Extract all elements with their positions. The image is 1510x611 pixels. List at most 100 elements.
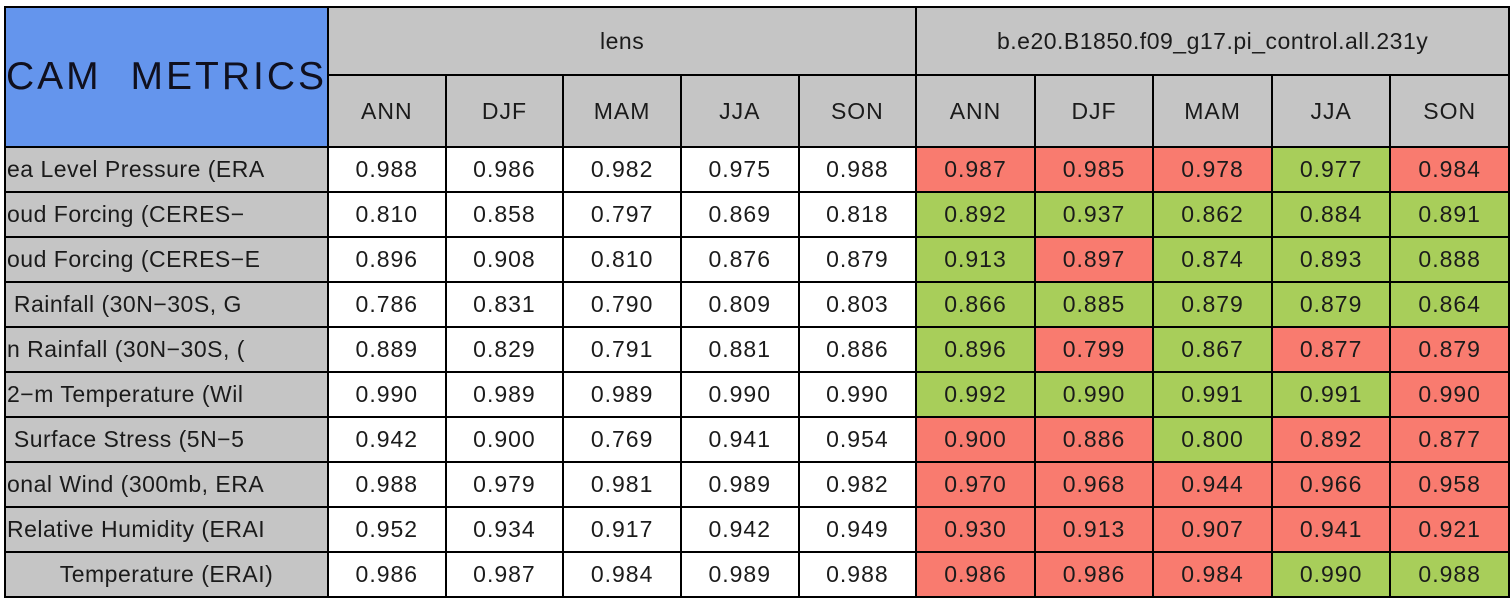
lens-value-cell: 0.942 — [679, 506, 800, 553]
control-value-cell-red: 0.970 — [915, 461, 1036, 508]
control-value-cell-red: 0.978 — [1152, 146, 1273, 193]
group-header-lens: lens — [326, 6, 918, 76]
control-value-cell-green: 0.977 — [1270, 146, 1392, 193]
table-row: Rainfall (30N−30S, G 0.786 0.831 0.790 0.809… — [4, 281, 1510, 328]
control-value-cell-green: 0.913 — [915, 236, 1036, 283]
lens-value-cell: 0.989 — [562, 371, 682, 418]
control-value-cell-green: 0.879 — [1152, 281, 1273, 328]
control-value-cell-red: 0.892 — [1270, 416, 1392, 463]
control-value-cell-green: 0.885 — [1033, 281, 1155, 328]
row-label: Surface Stress (5N−5 — [4, 416, 329, 463]
control-value-cell-red: 0.990 — [1389, 371, 1510, 418]
row-label: onal Wind (300mb, ERA — [4, 461, 329, 508]
table-row: onal Wind (300mb, ERA 0.988 0.979 0.981 0.98… — [4, 461, 1510, 508]
control-value-cell-green: 0.866 — [915, 281, 1036, 328]
season-header-mam-group2: MAM — [1152, 74, 1273, 148]
lens-value-cell: 0.988 — [797, 551, 918, 598]
row-label: oud Forcing (CERES−E — [4, 236, 329, 283]
group-header-pi-control: b.e20.B1850.f09_g17.pi_control.all.231y — [915, 6, 1510, 76]
lens-value-cell: 0.917 — [562, 506, 682, 553]
lens-value-cell: 0.879 — [797, 236, 918, 283]
lens-value-cell: 0.989 — [444, 371, 565, 418]
lens-value-cell: 0.990 — [797, 371, 918, 418]
control-value-cell-green: 0.874 — [1152, 236, 1273, 283]
lens-value-cell: 0.982 — [562, 146, 682, 193]
control-value-cell-green: 0.867 — [1152, 326, 1273, 373]
row-label: Relative Humidity (ERAI — [4, 506, 329, 553]
season-header-son-group1: SON — [797, 74, 918, 148]
lens-value-cell: 0.769 — [562, 416, 682, 463]
table-row: Relative Humidity (ERAI 0.952 0.934 0.917 0.… — [4, 506, 1510, 553]
control-value-cell-green: 0.892 — [915, 191, 1036, 238]
lens-value-cell: 0.984 — [562, 551, 682, 598]
control-value-cell-red: 0.877 — [1270, 326, 1392, 373]
lens-value-cell: 0.791 — [562, 326, 682, 373]
lens-value-cell: 0.896 — [327, 236, 447, 283]
control-value-cell-green: 0.864 — [1389, 281, 1510, 328]
lens-value-cell: 0.809 — [679, 281, 800, 328]
control-value-cell-red: 0.921 — [1389, 506, 1510, 553]
lens-value-cell: 0.981 — [562, 461, 682, 508]
control-value-cell-green: 0.879 — [1270, 281, 1392, 328]
lens-value-cell: 0.988 — [327, 461, 447, 508]
lens-value-cell: 0.786 — [327, 281, 447, 328]
table-row: oud Forcing (CERES− 0.810 0.858 0.797 0.869 0… — [4, 191, 1510, 238]
metrics-table-body: ea Level Pressure (ERA 0.988 0.986 0.982 0.9… — [4, 146, 1510, 598]
control-value-cell-green: 0.893 — [1270, 236, 1392, 283]
control-value-cell-red: 0.907 — [1152, 506, 1273, 553]
lens-value-cell: 0.869 — [679, 191, 800, 238]
control-value-cell-red: 0.985 — [1033, 146, 1155, 193]
lens-value-cell: 0.818 — [797, 191, 918, 238]
control-value-cell-green: 0.991 — [1270, 371, 1392, 418]
control-value-cell-red: 0.799 — [1033, 326, 1155, 373]
control-value-cell-green: 0.937 — [1033, 191, 1155, 238]
control-value-cell-red: 0.879 — [1389, 326, 1510, 373]
lens-value-cell: 0.982 — [797, 461, 918, 508]
lens-value-cell: 0.990 — [679, 371, 800, 418]
control-value-cell-green: 0.990 — [1270, 551, 1392, 598]
control-value-cell-red: 0.986 — [1033, 551, 1155, 598]
lens-value-cell: 0.975 — [679, 146, 800, 193]
lens-value-cell: 0.790 — [562, 281, 682, 328]
control-value-cell-green: 0.800 — [1152, 416, 1273, 463]
lens-value-cell: 0.858 — [444, 191, 565, 238]
control-value-cell-red: 0.968 — [1033, 461, 1155, 508]
lens-value-cell: 0.900 — [444, 416, 565, 463]
control-value-cell-red: 0.987 — [915, 146, 1036, 193]
lens-value-cell: 0.952 — [327, 506, 447, 553]
table-row: 2−m Temperature (Wil 0.990 0.989 0.989 0.990… — [4, 371, 1510, 418]
control-value-cell-green: 0.891 — [1389, 191, 1510, 238]
control-value-cell-red: 0.984 — [1152, 551, 1273, 598]
control-value-cell-red: 0.958 — [1389, 461, 1510, 508]
lens-value-cell: 0.803 — [797, 281, 918, 328]
cam-metrics-table: CAM METRICS lens b.e20.B1850.f09_g17.pi_… — [4, 6, 1510, 598]
lens-value-cell: 0.954 — [797, 416, 918, 463]
season-header-row: ANN DJF MAM JJA SON ANN DJF MAM JJA SON — [5, 74, 1510, 148]
control-value-cell-green: 0.990 — [1033, 371, 1155, 418]
lens-value-cell: 0.829 — [444, 326, 565, 373]
season-header-djf-group1: DJF — [444, 74, 565, 148]
control-value-cell-red: 0.913 — [1033, 506, 1155, 553]
control-value-cell-red: 0.877 — [1389, 416, 1510, 463]
control-value-cell-red: 0.966 — [1270, 461, 1392, 508]
lens-value-cell: 0.988 — [797, 146, 918, 193]
group-header-row: CAM METRICS lens b.e20.B1850.f09_g17.pi_… — [4, 6, 1510, 148]
table-row: ea Level Pressure (ERA 0.988 0.986 0.982 0.9… — [4, 146, 1510, 193]
lens-value-cell: 0.831 — [444, 281, 565, 328]
control-value-cell-green: 0.991 — [1152, 371, 1273, 418]
table-row: oud Forcing (CERES−E 0.896 0.908 0.810 0.876… — [4, 236, 1510, 283]
lens-value-cell: 0.979 — [444, 461, 565, 508]
row-label: Temperature (ERAI) — [4, 551, 329, 598]
control-value-cell-green: 0.862 — [1152, 191, 1273, 238]
lens-value-cell: 0.889 — [327, 326, 447, 373]
control-value-cell-red: 0.986 — [915, 551, 1036, 598]
lens-value-cell: 0.881 — [679, 326, 800, 373]
lens-value-cell: 0.990 — [327, 371, 447, 418]
season-header-ann-group1: ANN — [327, 74, 447, 148]
lens-value-cell: 0.986 — [444, 146, 565, 193]
lens-value-cell: 0.876 — [679, 236, 800, 283]
control-value-cell-red: 0.941 — [1270, 506, 1392, 553]
lens-value-cell: 0.989 — [679, 461, 800, 508]
control-value-cell-red: 0.886 — [1033, 416, 1155, 463]
control-value-cell-green: 0.888 — [1389, 236, 1510, 283]
